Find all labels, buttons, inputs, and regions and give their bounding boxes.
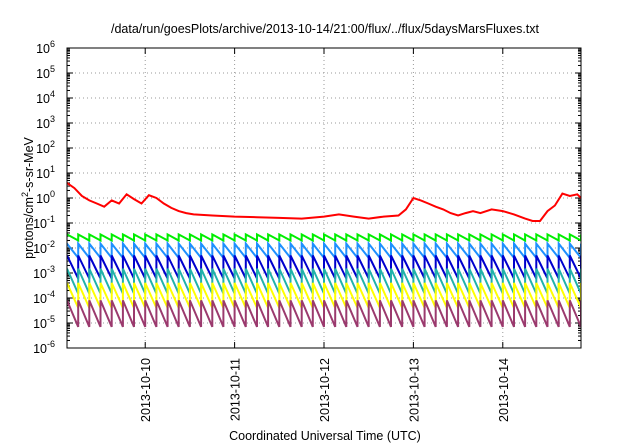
y-tick-label: 104 [36,89,55,106]
y-tick-label-exp: 2 [50,139,55,149]
y-tick-label-exp: 6 [50,39,55,49]
y-tick-label-base: 10 [36,167,50,181]
y-tick-label: 10-2 [33,239,55,256]
y-axis-label-rest: -s-sr-MeV [22,136,36,192]
y-tick-label: 10-3 [33,264,55,281]
y-axis-label-sup: 2 [20,192,30,197]
plot-frame [66,47,582,349]
x-tick-label: 2013-10-12 [318,358,332,422]
series-line-5 [67,268,581,295]
y-tick-label: 10-1 [33,214,55,231]
x-tick-labels: 2013-10-10 2013-10-11 2013-10-12 2013-10-13… [139,358,511,422]
y-tick-label: 10-4 [33,289,55,306]
y-tick-label: 102 [36,139,55,156]
y-tick-label-base: 10 [33,342,47,356]
y-tick-label: 101 [36,164,55,181]
y-axis-label-base: protons/cm [22,197,36,259]
y-tick-label-exp: -5 [47,314,55,324]
series-line-7 [67,300,581,328]
x-tick-label: 2013-10-14 [497,358,511,422]
y-tick-label-base: 10 [36,192,50,206]
y-tick-label-base: 10 [33,217,47,231]
x-axis-label: Coordinated Universal Time (UTC) [229,429,421,443]
y-tick-label-base: 10 [36,117,50,131]
chart-title: /data/run/goesPlots/archive/2013-10-14/2… [111,22,540,36]
y-tick-label: 106 [36,39,55,56]
y-tick-label-exp: -2 [47,239,55,249]
y-tick-label: 100 [36,189,55,206]
plot-area [67,182,581,328]
y-tick-label-exp: -6 [47,339,55,349]
x-tick-label: 2013-10-13 [407,358,421,422]
y-tick-label-base: 10 [33,292,47,306]
y-tick-label-base: 10 [36,67,50,81]
y-tick-label: 103 [36,114,55,131]
y-tick-label-exp: 3 [50,114,55,124]
series-line-6 [67,282,581,309]
series-line-3 [67,240,581,261]
x-tick-label: 2013-10-11 [229,358,243,421]
y-tick-label-base: 10 [36,92,50,106]
y-tick-label: 10-6 [33,339,55,356]
series-line-1 [67,182,581,222]
y-tick-label: 105 [36,64,55,81]
y-tick-label-exp: 1 [50,164,55,174]
y-tick-label-base: 10 [33,242,47,256]
y-tick-label-base: 10 [36,142,50,156]
y-tick-label: 10-5 [33,314,55,331]
y-tick-label-exp: 0 [50,189,55,199]
y-axis-label: protons/cm2-s-sr-MeV [20,136,36,258]
y-tick-labels: 10-610-510-410-310-210-11001011021031041… [33,39,55,356]
y-tick-label-base: 10 [33,317,47,331]
y-tick-label-exp: 5 [50,64,55,74]
y-tick-label-exp: -1 [47,214,55,224]
y-tick-label-exp: 4 [50,89,55,99]
series-line-2 [67,232,581,243]
series-group [67,182,581,328]
y-tick-label-base: 10 [36,42,50,56]
x-tick-label: 2013-10-10 [139,358,153,422]
y-tick-label-exp: -4 [47,289,55,299]
y-tick-label-exp: -3 [47,264,55,274]
series-line-4 [67,255,581,279]
y-tick-label-base: 10 [33,267,47,281]
